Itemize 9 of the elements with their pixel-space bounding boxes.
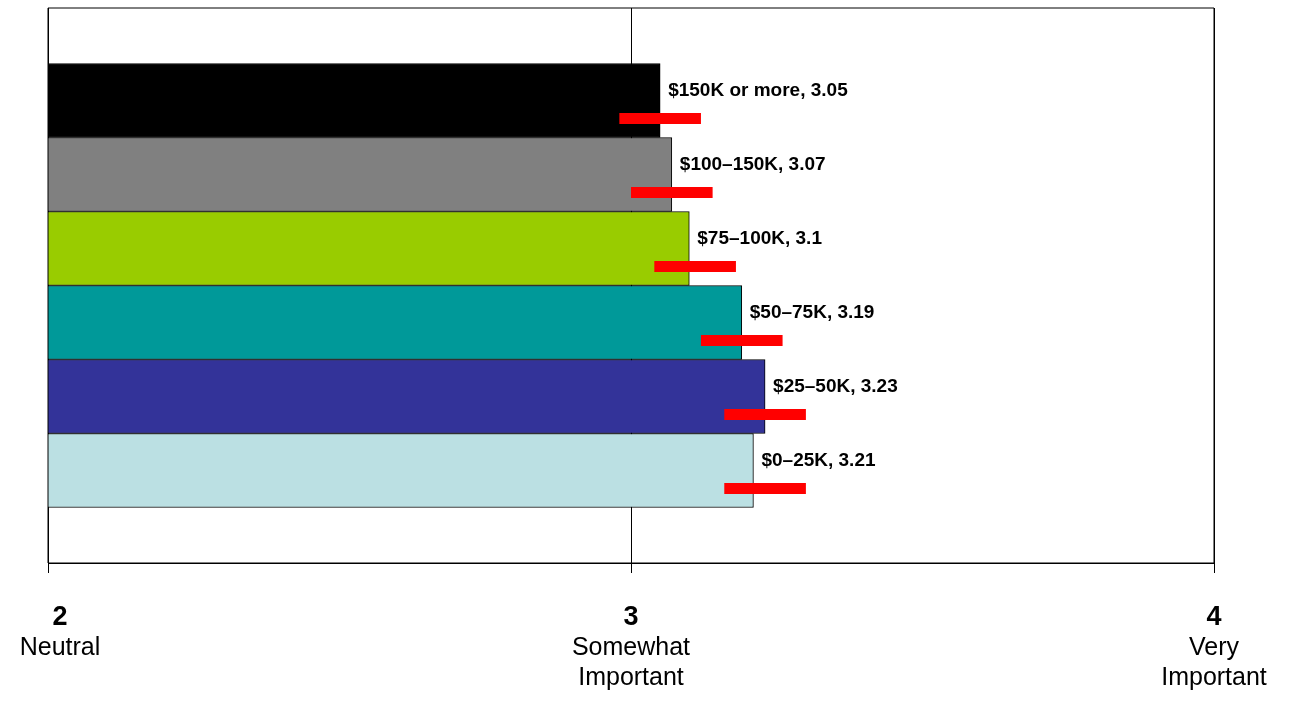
category-label: $150K or more, 3.05	[668, 78, 848, 100]
x-tick-label: 3 Somewhat Important	[571, 601, 691, 690]
category-label: $25–50K, 3.23	[773, 374, 898, 396]
x-tick-label: 2 Neutral	[19, 601, 101, 660]
category-label: $100–150K, 3.07	[679, 152, 826, 174]
x-tick-label: 4 Very Important	[1161, 601, 1267, 690]
category-label: $50–75K, 3.19	[749, 300, 875, 322]
category-label: $0–25K, 3.21	[761, 448, 876, 470]
category-label: $75–100K, 3.1	[697, 226, 822, 248]
